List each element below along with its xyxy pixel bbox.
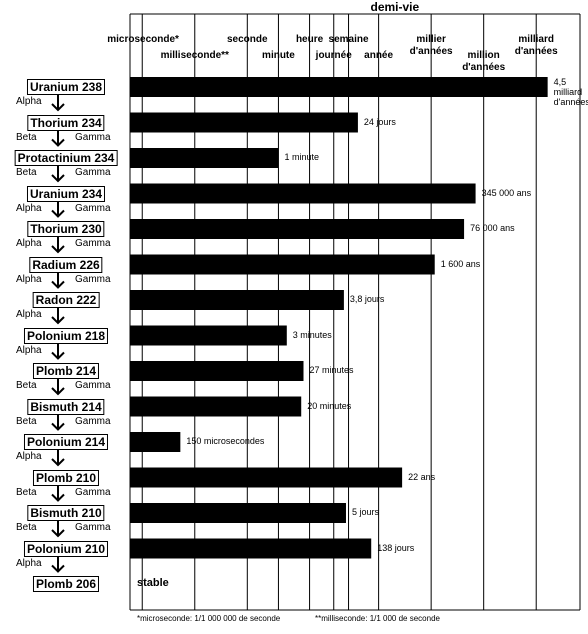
nuclide: Plomb 214	[32, 363, 100, 379]
decay-type: Gamma	[75, 415, 111, 427]
decay-type: Beta	[16, 167, 37, 178]
decay-type: Gamma	[75, 202, 111, 214]
bar	[130, 254, 435, 275]
decay-type: Beta	[16, 415, 37, 427]
value-label: 1 600 ans	[440, 258, 481, 269]
arrow-head	[51, 458, 65, 467]
decay-type: Gamma	[75, 238, 111, 249]
arrow-head	[51, 351, 65, 360]
stable-label: stable	[137, 577, 169, 589]
bar	[130, 325, 287, 346]
bar	[130, 538, 372, 559]
decay-type: Alpha	[16, 273, 42, 285]
x-tick-label: microseconde*	[107, 34, 179, 45]
decay-type: Beta	[16, 486, 37, 498]
decay-type: Alpha	[16, 238, 42, 249]
bar	[130, 361, 304, 381]
nuclide: Thorium 230	[27, 221, 105, 237]
x-tick-label: minute	[262, 50, 295, 61]
bar	[130, 112, 358, 133]
decay-type: Alpha	[16, 96, 42, 107]
bar	[130, 148, 279, 168]
bar	[130, 183, 476, 204]
arrow-head	[51, 316, 65, 325]
decay-type: Beta	[16, 522, 37, 533]
nuclide: Bismuth 210	[27, 505, 105, 521]
bar	[130, 290, 344, 310]
nuclide: Radon 222	[32, 292, 100, 308]
nuclide: Bismuth 214	[27, 398, 105, 415]
arrow-head	[51, 245, 65, 254]
nuclide: Polonium 210	[23, 540, 109, 557]
decay-type: Gamma	[75, 131, 111, 143]
value-label: 27 minutes	[309, 365, 354, 375]
value-label: 22 ans	[408, 471, 436, 482]
decay-type: Alpha	[16, 202, 42, 214]
footnote: *microseconde: 1/1 000 000 de seconde	[137, 614, 281, 623]
decay-type: Alpha	[16, 309, 42, 320]
decay-type: Gamma	[75, 522, 111, 533]
bar	[130, 432, 181, 452]
x-tick-label: million d'années	[462, 50, 506, 73]
decay-type: Beta	[16, 131, 37, 143]
nuclide: Polonium 218	[23, 327, 109, 344]
value-label: 20 minutes	[307, 400, 352, 411]
bar	[130, 467, 403, 488]
bar	[130, 219, 465, 239]
decay-type: Alpha	[16, 451, 42, 462]
x-tick-label: journée	[315, 50, 352, 61]
x-tick-label: heure	[295, 34, 324, 45]
value-label: 138 jours	[377, 542, 415, 553]
bar	[130, 503, 346, 523]
nuclide: Protactinium 234	[14, 150, 118, 166]
value-label: 4,5 milliard d'années	[553, 77, 588, 107]
arrow-head	[51, 103, 65, 112]
value-label: 150 microsecondes	[186, 436, 265, 446]
value-label: 1 minute	[284, 152, 319, 162]
value-label: 345 000 ans	[481, 187, 532, 198]
nuclide: Plomb 210	[32, 469, 100, 486]
nuclide: Uranium 234	[26, 185, 106, 202]
nuclide: Uranium 238	[26, 79, 106, 95]
decay-type: Gamma	[75, 273, 111, 285]
arrow-head	[51, 422, 65, 431]
value-label: 3,8 jours	[349, 294, 385, 304]
decay-type: Alpha	[16, 344, 42, 356]
footnote: **milliseconde: 1/1 000 de seconde	[315, 614, 440, 623]
arrow-head	[51, 529, 65, 538]
bar	[130, 396, 302, 417]
decay-type: Beta	[16, 380, 37, 391]
value-label: 3 minutes	[292, 329, 332, 340]
arrow-head	[51, 138, 65, 147]
nuclide: Polonium 214	[23, 434, 109, 450]
arrow-head	[51, 493, 65, 502]
decay-type: Alpha	[16, 557, 42, 569]
nuclide: Plomb 206	[32, 576, 100, 592]
x-tick-label: seconde	[227, 34, 268, 45]
chart-title: demi-vie	[370, 0, 420, 14]
arrow-head	[51, 174, 65, 183]
x-tick-label: semaine	[328, 34, 369, 45]
nuclide: Radium 226	[29, 256, 103, 273]
x-tick-label: milliseconde**	[160, 50, 229, 61]
value-label: 5 jours	[351, 507, 379, 517]
x-tick-label: milliard d'années	[514, 34, 558, 57]
value-label: 24 jours	[363, 116, 396, 127]
arrow-head	[51, 209, 65, 218]
decay-type: Gamma	[75, 486, 111, 498]
x-tick-label: millier d'années	[409, 34, 453, 57]
arrow-head	[51, 564, 65, 573]
nuclide: Thorium 234	[27, 114, 105, 131]
decay-type: Gamma	[75, 167, 111, 178]
arrow-head	[51, 387, 65, 396]
decay-type: Gamma	[75, 380, 111, 391]
x-tick-label: année	[364, 50, 394, 61]
bar	[130, 77, 548, 97]
arrow-head	[51, 280, 65, 289]
value-label: 76 000 ans	[470, 223, 515, 233]
